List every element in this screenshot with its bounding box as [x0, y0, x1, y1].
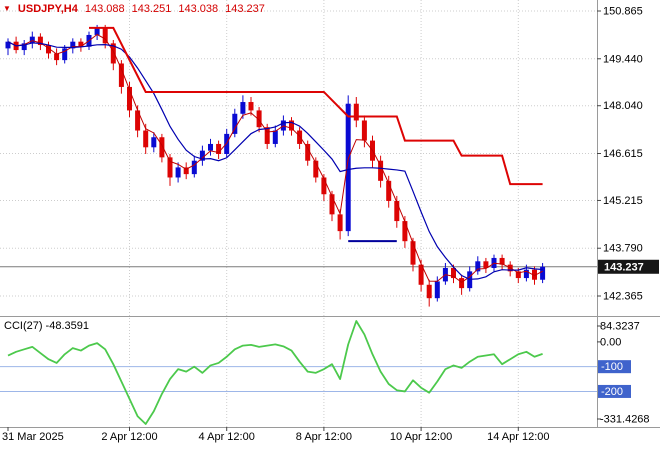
candle-body — [159, 137, 165, 158]
candle-body — [29, 36, 35, 44]
candle-body — [21, 43, 27, 51]
cci-axis-label: -200 — [601, 386, 623, 398]
candle-body — [418, 264, 424, 285]
cci-axis-label: 0.00 — [600, 336, 621, 348]
candle-body — [224, 133, 230, 155]
candle-body — [175, 167, 181, 178]
candle-body — [515, 271, 521, 279]
candle-body — [499, 257, 505, 265]
price-axis-label: 148.040 — [603, 100, 643, 112]
candle-body — [459, 278, 465, 289]
cci-level-badge — [598, 360, 631, 374]
candle-body — [313, 160, 319, 178]
trail-stop-line[interactable] — [89, 26, 543, 186]
candle-body — [37, 36, 43, 46]
candle-body — [410, 241, 416, 265]
candle-body — [208, 143, 213, 151]
price-axis-label: 143.790 — [603, 243, 643, 255]
price-axis-label: 142.365 — [603, 291, 643, 303]
sell-arrow-icon: ▼ — [3, 4, 11, 13]
candle-body — [361, 120, 367, 141]
candle-body — [402, 221, 408, 242]
candle-body — [216, 143, 222, 155]
candle-body — [523, 269, 529, 279]
ohlc-low: 143.038 — [178, 3, 219, 15]
candle-body — [337, 214, 343, 232]
candle-body — [394, 200, 400, 222]
cci-axis-label: -331.4268 — [600, 414, 650, 426]
candle-body — [272, 130, 278, 144]
candle-body — [183, 167, 189, 175]
current-price-tag — [598, 259, 659, 274]
candle-body — [191, 160, 197, 175]
ohlc-high: 143.251 — [131, 3, 172, 15]
time-axis-label[interactable]: 4 Apr 12:00 — [199, 431, 255, 443]
candle-body — [54, 53, 60, 61]
time-axis-label[interactable]: 10 Apr 12:00 — [390, 431, 452, 443]
price-axis-label: 146.615 — [603, 148, 643, 160]
candle-body — [5, 41, 11, 49]
candle-body — [135, 110, 141, 131]
candle-body — [426, 284, 432, 299]
candle-body — [240, 102, 246, 114]
candle-body — [329, 194, 335, 215]
candle-body — [386, 180, 392, 201]
candle-body — [70, 41, 76, 49]
candle-body — [321, 177, 327, 195]
candle-body — [62, 48, 68, 61]
candle-body — [434, 281, 440, 299]
price-axis-label: 149.440 — [603, 53, 643, 65]
candle-body — [289, 120, 294, 131]
candle-body — [110, 43, 116, 64]
ohlc-close: 143.237 — [225, 3, 265, 15]
candle-body — [46, 45, 51, 54]
price-axis-label: 145.215 — [603, 195, 643, 207]
time-axis-label[interactable]: 31 Mar 2025 — [2, 431, 64, 443]
time-axis-label[interactable]: 2 Apr 12:00 — [101, 431, 157, 443]
candle-body — [345, 103, 351, 232]
cci-axis-label: 84.3237 — [600, 321, 640, 333]
slow-ma-line — [7, 41, 543, 280]
symbol-timeframe-label: USDJPY,H4 — [17, 3, 78, 15]
ohlc-open: 143.088 — [84, 3, 125, 15]
candle-body — [305, 143, 311, 161]
candle-body — [264, 127, 270, 144]
candle-body — [78, 41, 84, 47]
candle-body — [475, 261, 481, 272]
price-axis-label: 150.865 — [603, 6, 643, 18]
time-axis-label[interactable]: 14 Apr 12:00 — [487, 431, 549, 443]
candle-body — [532, 269, 537, 280]
fast-ma-line — [7, 33, 543, 283]
time-axis-label[interactable]: 8 Apr 12:00 — [296, 431, 352, 443]
candle-body — [297, 130, 303, 144]
current-price-tag-text: 143.237 — [604, 261, 644, 273]
candle-body — [540, 266, 546, 280]
cci-axis-label: -100 — [601, 361, 623, 373]
candle-body — [167, 157, 173, 178]
candle-body — [248, 102, 254, 111]
cci-line — [7, 320, 543, 425]
cci-level-badge — [598, 384, 631, 398]
candle-body — [151, 137, 157, 148]
candle-body — [94, 28, 100, 35]
candle-body — [118, 63, 124, 87]
candle-body — [378, 160, 384, 181]
candle-body — [256, 110, 262, 128]
candle-body — [102, 28, 108, 44]
candle-body — [143, 130, 149, 148]
candle-body — [127, 86, 132, 111]
candle-body — [232, 113, 238, 134]
candle-body — [483, 261, 489, 269]
candle-body — [451, 268, 456, 279]
chart-title: ▼ USDJPY,H4 143.088 143.251 143.038 143.… — [3, 3, 265, 15]
candle-body — [199, 150, 205, 161]
cci-indicator-label: CCI(27) -48.3591 — [4, 320, 89, 332]
candle-body — [353, 103, 359, 121]
